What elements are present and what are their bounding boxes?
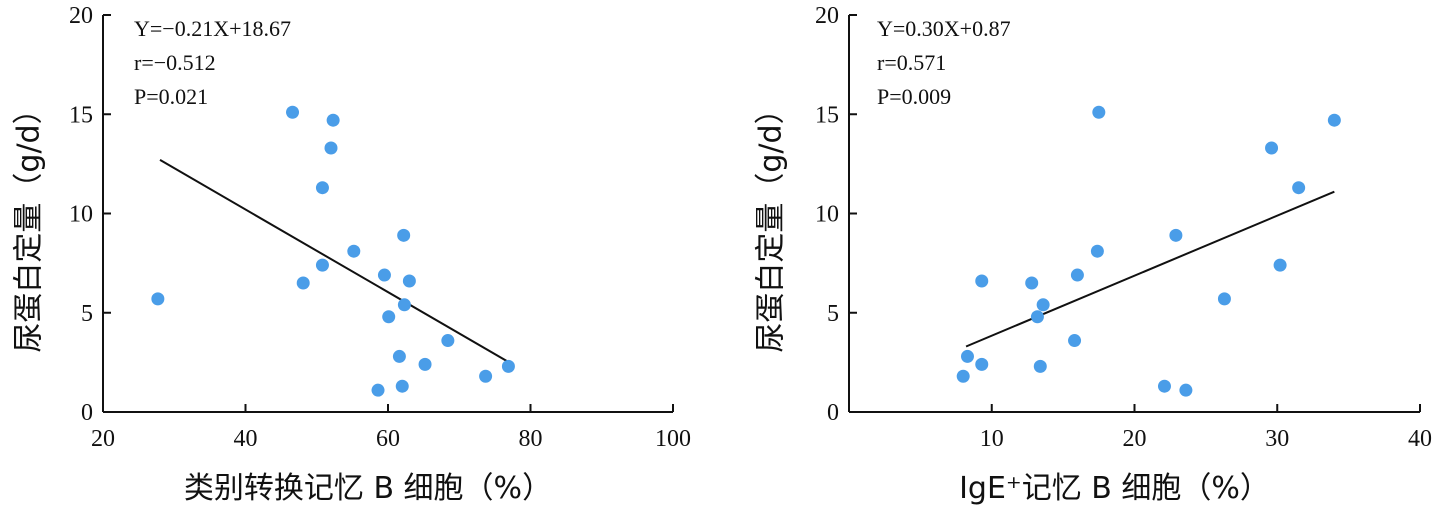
data-point: [326, 113, 340, 127]
data-point: [1265, 141, 1279, 155]
x-tick-label: 80: [519, 426, 543, 452]
data-point: [397, 298, 411, 312]
data-point: [1292, 181, 1306, 195]
data-point: [1092, 105, 1106, 119]
y-tick-label: 0: [827, 400, 839, 426]
data-point: [347, 244, 361, 258]
regression-line: [159, 159, 510, 364]
data-point: [975, 274, 989, 288]
data-point: [956, 369, 970, 383]
x-tick-label: 10: [980, 426, 1004, 452]
stat-annotation: P=0.021: [134, 84, 208, 109]
y-tick-label: 15: [69, 102, 93, 128]
x-tick-label: 30: [1265, 426, 1289, 452]
scatter-panel-class-switched: 0 5 10 15 20 20 40 60 80 100 类别转换记忆 B 细胞（%） 尿蛋白定量（g…: [12, 3, 692, 506]
stat-annotation: Y=−0.21X+18.67: [134, 16, 291, 41]
y-tick-label: 20: [815, 3, 839, 29]
data-point: [1273, 258, 1287, 272]
data-point: [418, 357, 432, 371]
y-tick-label: 20: [69, 3, 93, 29]
data-point: [1030, 310, 1044, 324]
x-tick-label: 60: [376, 426, 400, 452]
data-point: [1217, 292, 1231, 306]
data-point: [1070, 268, 1084, 282]
data-point: [1033, 359, 1047, 373]
x-tick-label: 20: [91, 426, 115, 452]
data-point: [392, 349, 406, 363]
data-point: [397, 228, 411, 242]
data-point: [501, 359, 515, 373]
data-point: [441, 334, 455, 348]
data-point: [975, 357, 989, 371]
data-point: [1025, 276, 1039, 290]
x-tick-label: 100: [655, 426, 691, 452]
y-axis-title: 尿蛋白定量（g/d）: [12, 94, 47, 352]
data-point: [371, 383, 385, 397]
data-point: [296, 276, 310, 290]
data-point: [1157, 379, 1171, 393]
data-point: [315, 258, 329, 272]
x-axis-title: IgE⁺记忆 B 细胞（%）: [959, 471, 1270, 506]
y-axis-title: 尿蛋白定量（g/d）: [754, 94, 789, 352]
data-point: [402, 274, 416, 288]
stat-annotation: Y=0.30X+0.87: [877, 16, 1011, 41]
data-point: [1036, 298, 1050, 312]
stat-annotation: r=−0.512: [134, 50, 216, 75]
scatter-panel-ige: 0 5 10 15 20 10 20 30 40 IgE⁺记忆 B 细胞（%） 尿蛋白定量（g/d）…: [754, 3, 1433, 506]
x-tick-label: 20: [1123, 426, 1147, 452]
x-tick-label: 40: [234, 426, 258, 452]
data-point: [1179, 383, 1193, 397]
data-point: [382, 310, 396, 324]
y-tick-label: 5: [81, 301, 93, 327]
stat-annotation: P=0.009: [877, 84, 951, 109]
x-axis-title: 类别转换记忆 B 细胞（%）: [184, 471, 552, 506]
y-tick-label: 5: [827, 301, 839, 327]
data-point: [286, 105, 300, 119]
data-point: [1327, 113, 1341, 127]
data-point: [960, 349, 974, 363]
y-tick-label: 10: [815, 202, 839, 228]
data-point: [1090, 244, 1104, 258]
y-tick-label: 0: [81, 400, 93, 426]
data-point: [377, 268, 391, 282]
stat-annotation: r=0.571: [877, 50, 946, 75]
x-tick-label: 40: [1408, 426, 1432, 452]
y-tick-label: 10: [69, 202, 93, 228]
data-point: [479, 369, 493, 383]
y-tick-label: 15: [815, 102, 839, 128]
data-point: [1169, 228, 1183, 242]
regression-line: [965, 190, 1335, 348]
data-point: [315, 181, 329, 195]
data-point: [395, 379, 409, 393]
data-point: [151, 292, 165, 306]
data-point: [324, 141, 338, 155]
data-point: [1068, 334, 1082, 348]
